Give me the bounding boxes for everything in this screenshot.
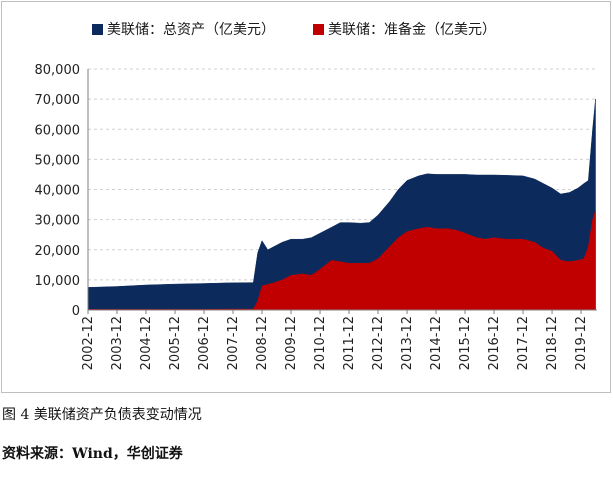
- x-tick-label: 2002-12: [81, 316, 96, 370]
- y-tick-label: 60,000: [35, 123, 81, 138]
- area-reserves: [87, 210, 596, 311]
- y-tick-label: 0: [72, 304, 80, 319]
- y-tick-label: 50,000: [35, 153, 81, 168]
- x-tick-label: 2004-12: [139, 316, 154, 370]
- x-tick-label: 2009-12: [284, 316, 299, 370]
- chart-legend: 美联储：总资产（亿美元） 美联储：准备金（亿美元）: [92, 19, 496, 39]
- x-tick-label: 2017-12: [516, 316, 531, 370]
- y-tick-label: 10,000: [35, 274, 81, 289]
- y-tick-label: 70,000: [35, 93, 81, 108]
- x-tick-label: 2016-12: [487, 316, 502, 370]
- data-source: 资料来源：Wind，华创证券: [2, 446, 183, 462]
- legend-swatch-reserves: [313, 23, 324, 35]
- x-tick-label: 2018-12: [545, 316, 560, 370]
- legend-label-reserves: 美联储：准备金（亿美元）: [328, 22, 496, 38]
- x-tick-label: 2005-12: [168, 316, 183, 370]
- x-tick-label: 2010-12: [313, 316, 328, 370]
- legend-item-total-assets: 美联储：总资产（亿美元）: [92, 19, 275, 39]
- figure-caption: 图 4 美联储资产负债表变动情况: [2, 407, 202, 423]
- x-tick-label: 2011-12: [342, 316, 357, 370]
- x-tick-label: 2012-12: [371, 316, 386, 370]
- legend-item-reserves: 美联储：准备金（亿美元）: [313, 19, 496, 39]
- x-tick-label: 2006-12: [197, 316, 212, 370]
- area-chart: 0 10,000 20,000 30,000 40,000 50,000 60,000 70,…: [35, 63, 597, 370]
- x-tick-label: 2015-12: [458, 316, 473, 370]
- y-tick-label: 20,000: [35, 244, 81, 259]
- legend-label-total-assets: 美联储：总资产（亿美元）: [107, 22, 275, 38]
- x-tick-label: 2013-12: [400, 316, 415, 370]
- x-tick-label: 2019-12: [574, 316, 589, 370]
- x-tick-label: 2003-12: [110, 316, 125, 370]
- y-tick-label: 40,000: [35, 184, 81, 199]
- x-tick-label: 2007-12: [226, 316, 241, 370]
- y-tick-label: 80,000: [35, 63, 81, 78]
- x-tick-label: 2008-12: [255, 316, 270, 370]
- x-tick-label: 2014-12: [429, 316, 444, 370]
- legend-swatch-total-assets: [92, 23, 103, 35]
- y-tick-label: 30,000: [35, 214, 81, 229]
